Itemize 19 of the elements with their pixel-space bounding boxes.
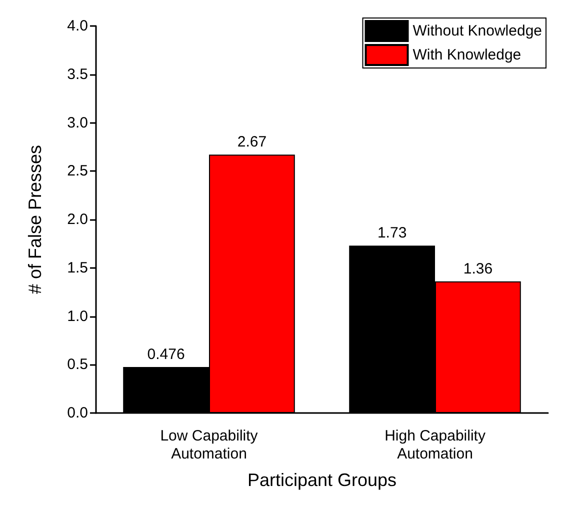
y-tick-label: 1.5 (67, 259, 88, 276)
y-tick-label: 2.5 (67, 162, 88, 180)
data-label: 0.476 (147, 346, 185, 363)
y-tick-label: 2.0 (67, 211, 88, 228)
y-tick-label: 4.0 (67, 18, 88, 34)
y-tick-label: 0.5 (67, 356, 88, 374)
data-label: 2.67 (237, 134, 267, 151)
y-axis-title: # of False Presses (25, 144, 45, 294)
x-axis-title: Participant Groups (247, 470, 397, 490)
legend-label: Without Knowledge (412, 22, 542, 40)
y-tick-label: 3.5 (67, 66, 88, 83)
y-tick-label: 1.0 (67, 308, 88, 325)
legend-label: With Knowledge (412, 46, 522, 64)
x-tick-label: Low Capability Automation (160, 428, 258, 462)
y-tick-label: 3.0 (67, 114, 88, 132)
data-label: 1.73 (377, 224, 407, 242)
y-tick-label: 0.0 (67, 404, 88, 422)
x-tick-label: High Capability Automation (384, 428, 486, 462)
data-label: 1.36 (463, 260, 493, 278)
